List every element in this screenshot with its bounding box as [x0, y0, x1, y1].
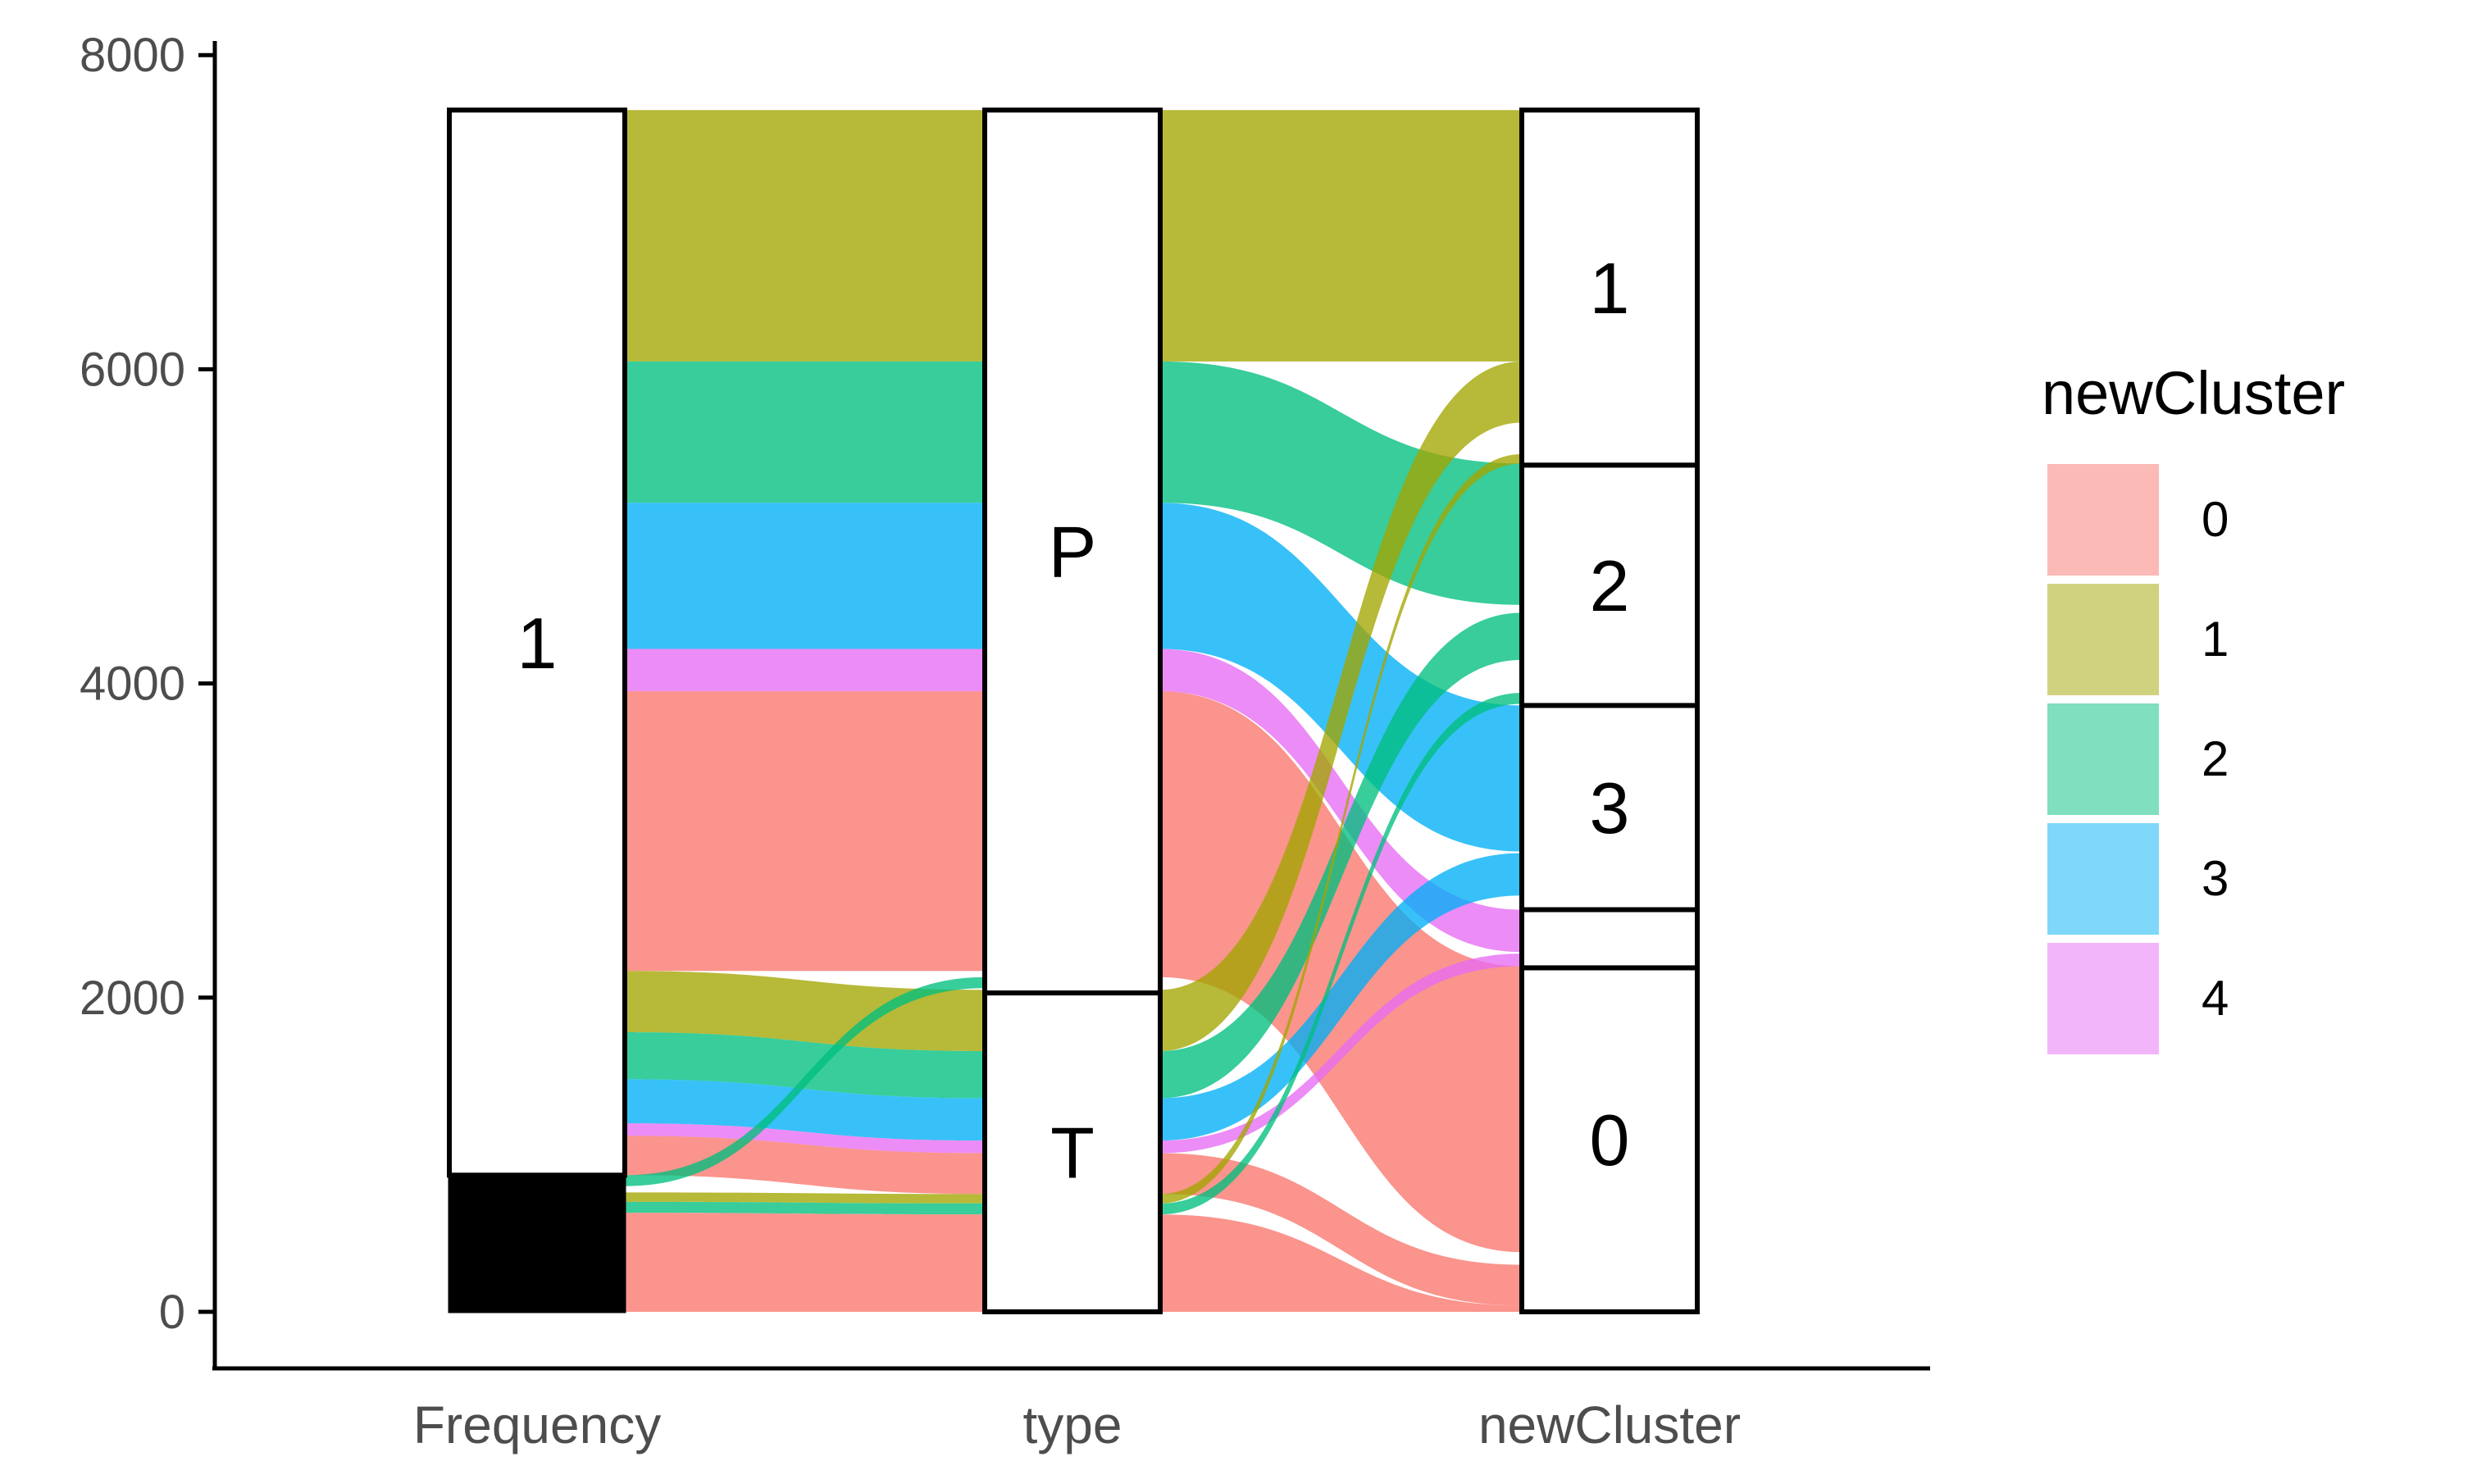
stratum-label-newcluster-3: 3: [1590, 767, 1630, 849]
legend-label-0: 0: [2202, 492, 2229, 547]
flow-right-7-cluster-3: [1160, 853, 1522, 1141]
flow-right-12-cluster-0: [1160, 1214, 1522, 1312]
stratum-label-newcluster-1: 1: [1590, 248, 1630, 329]
stratum-newcluster-2: [1519, 703, 1700, 913]
flow-left-2-cluster-3: [625, 503, 985, 649]
legend: newCluster 0 1 2 3 4: [2042, 359, 2345, 1054]
flow-left-9-cluster-0: [625, 1136, 985, 1195]
legend-label-2: 2: [2202, 731, 2229, 786]
stratum-frequency-1: [448, 1263, 626, 1282]
x-category-type: type: [1023, 1395, 1122, 1454]
stratum-frequency-7: [448, 1173, 626, 1214]
flow-right-3-cluster-4: [1160, 649, 1522, 953]
flow-left-1-cluster-2: [625, 361, 985, 503]
x-category-newcluster: newCluster: [1478, 1395, 1741, 1454]
stratum-newcluster-4: [1519, 107, 1700, 468]
legend-swatch-1: [2047, 584, 2159, 695]
stratum-frequency-8: [447, 107, 627, 1178]
flow-left-13-cluster-0: [625, 1213, 985, 1312]
legend-swatch-0: [2047, 464, 2159, 576]
stratum-newcluster-0: [1519, 965, 1700, 1314]
legend-label-4: 4: [2202, 971, 2229, 1026]
legend-label-1: 1: [2202, 612, 2229, 667]
stratum-label-newcluster-0: 0: [1590, 1099, 1630, 1181]
y-tick-label-0: 0: [159, 1286, 185, 1339]
flow-left-7-cluster-3: [625, 1079, 985, 1141]
flow-right-8-cluster-4: [1160, 954, 1522, 1154]
flow-right-10-cluster-1: [1160, 453, 1522, 1204]
stratum-newcluster-3: [1519, 462, 1700, 708]
flow-left-8-cluster-4: [625, 1123, 985, 1154]
flow-right-0-cluster-1: [1160, 110, 1522, 362]
stratum-type-1: [982, 107, 1163, 996]
y-tick-label-6000: 6000: [80, 343, 185, 396]
stratum-label-type-P: P: [1049, 512, 1097, 593]
stratum-frequency-0: [448, 1279, 626, 1313]
y-tick-label-4000: 4000: [80, 658, 185, 711]
x-categories: Frequency type newCluster: [413, 1395, 1741, 1454]
strata: 1 T P 0 3 2 1: [447, 107, 1700, 1314]
flow-left-5-cluster-1: [625, 971, 985, 1051]
x-category-frequency: Frequency: [413, 1395, 661, 1454]
flow-left-12-cluster-2: [625, 1201, 985, 1215]
y-tick-label-2000: 2000: [80, 972, 185, 1025]
y-ticks: 0 2000 4000 6000 8000: [80, 29, 215, 1339]
alluvial-flows: [625, 110, 1522, 1312]
flow-right-6-cluster-2: [1160, 612, 1522, 1099]
legend-title: newCluster: [2042, 359, 2345, 427]
stratum-frequency-5: [448, 1219, 626, 1231]
axes: [212, 41, 1930, 1371]
legend-swatch-4: [2047, 943, 2159, 1054]
flow-left-3-cluster-4: [625, 649, 985, 692]
flow-left-4-cluster-0: [625, 691, 985, 972]
flow-left-0-cluster-1: [625, 110, 985, 362]
stratum-newcluster-1: [1519, 907, 1700, 971]
stratum-label-frequency-1: 1: [517, 603, 558, 684]
legend-label-3: 3: [2202, 851, 2229, 906]
flow-right-4-cluster-0: [1160, 691, 1522, 1253]
flow-right-9-cluster-0: [1160, 1153, 1522, 1306]
stratum-type-0: [982, 990, 1163, 1314]
stratum-frequency-4: [448, 1228, 626, 1243]
flow-right-5-cluster-1: [1160, 361, 1522, 1051]
stratum-label-newcluster-2: 2: [1590, 545, 1630, 626]
flow-left-11-cluster-1: [625, 1192, 985, 1204]
y-tick-label-8000: 8000: [80, 29, 185, 82]
flow-left-6-cluster-2: [625, 1031, 985, 1099]
flow-right-1-cluster-2: [1160, 361, 1522, 605]
stratum-frequency-2: [448, 1250, 626, 1267]
flow-right-11-cluster-2: [1160, 693, 1522, 1215]
stratum-frequency-3: [448, 1240, 626, 1254]
legend-swatch-3: [2047, 823, 2159, 935]
flow-left-10-cluster-2: [625, 976, 985, 1186]
legend-swatch-2: [2047, 703, 2159, 815]
stratum-label-type-T: T: [1050, 1113, 1095, 1194]
